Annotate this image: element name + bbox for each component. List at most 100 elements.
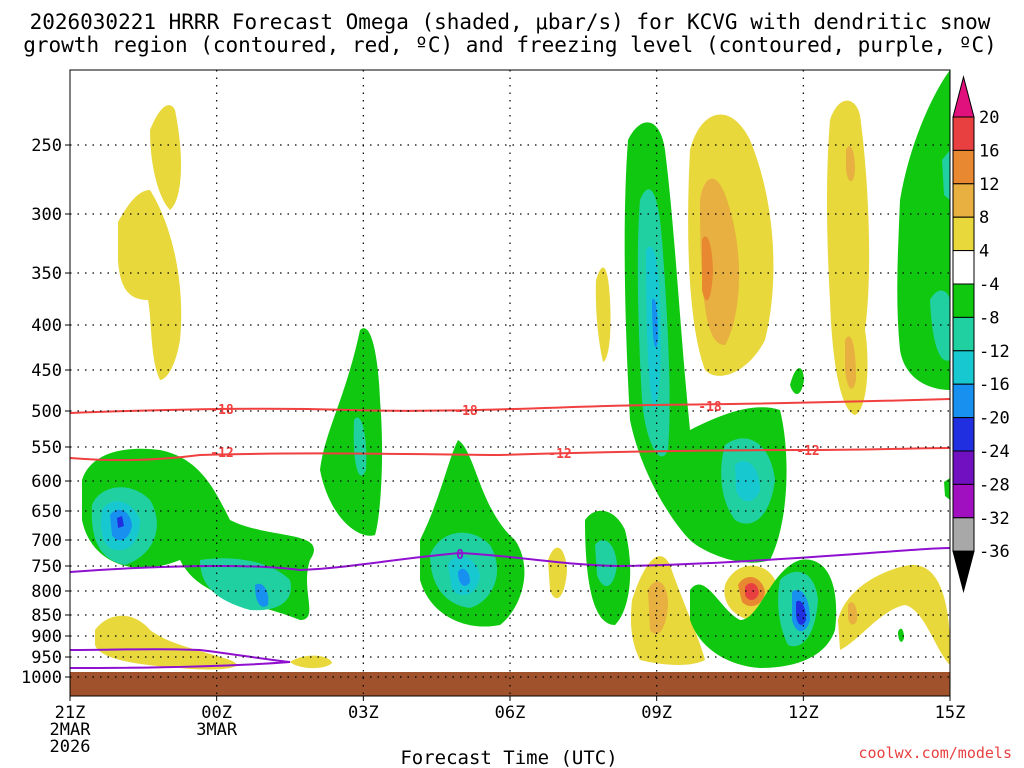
omega-blob-orange [702,236,713,301]
colorbar-segment [952,383,975,419]
y-tick-label: 650 [31,502,62,522]
y-tick-label: 250 [31,136,62,156]
colorbar: 20 16 12 8 4 -4 -8 -12 -16 -20 -24 -28 -32 -36 [952,75,1010,594]
omega-blob-yellow [118,190,182,380]
contour-label-minus12: -12 [796,444,819,459]
x-axis-label: Forecast Time (UTC) [400,747,617,768]
y-tick-label: 950 [31,648,62,668]
y-tick-label: 450 [31,361,62,381]
y-tick-label: 850 [31,606,62,626]
colorbar-label: -12 [979,342,1010,362]
dgz-contours [69,398,951,462]
colorbar-segment [952,450,975,485]
omega-blob-yellow [150,105,182,210]
colorbar-label: -36 [979,542,1010,562]
colorbar-segment [952,250,975,285]
colorbar-segment [952,183,975,218]
colorbar-label: 20 [979,108,999,128]
omega-blob-yellow [548,547,567,599]
colorbar-segment [952,283,975,318]
colorbar-label: 4 [979,242,989,262]
contour-labels: -18 -18 -18 -12 -12 -12 0 [210,400,819,563]
y-tick-label: 700 [31,531,62,551]
colorbar-segment [952,149,975,185]
x-tick-sublabel: 2026 [50,737,91,757]
y-tick-label: 600 [31,472,62,492]
x-tick-label: 12Z [788,703,819,723]
contour-label-minus18: -18 [454,404,478,419]
omega-blob-green [320,328,383,536]
x-tick-label: 21Z [55,703,86,723]
y-tick-labels: 2503003504004505005506006507007508008509… [21,136,62,688]
contour-minus18-line [69,398,951,414]
y-tick-label: 800 [31,582,62,602]
colorbar-label: -24 [979,442,1010,462]
omega-blob-green [944,478,950,500]
colorbar-label: 8 [979,208,989,228]
x-tick-label: 15Z [935,703,966,723]
omega-blob-yellow [630,556,705,665]
omega-blob-yellow [827,100,870,415]
omega-blob-teal [942,150,950,200]
plot-frame [69,69,951,697]
colorbar-segment [952,483,975,519]
colorbar-label: 16 [979,141,999,161]
omega-blob-yellow [290,655,332,669]
x-tick-label: 00Z [201,703,232,723]
colorbar-segment [952,116,975,151]
omega-blob-yellow [95,615,237,670]
chart-title: 2026030221 HRRR Forecast Omega (shaded, … [30,10,991,34]
y-tick-label: 350 [31,264,62,284]
colorbar-segment [952,417,975,452]
omega-blob-yellow [838,564,950,665]
omega-blob-teal [930,290,950,361]
contour-label-minus12: -12 [210,446,233,461]
omega-blob-blue [255,583,269,607]
x-tick-sublabel: 2MAR [50,720,92,740]
colorbar-arrow-top [952,75,975,118]
omega-blob-red [745,583,759,601]
y-tick-label: 300 [31,205,62,225]
contour-zero-line [69,547,951,573]
freezing-contours [69,547,951,669]
omega-blob-dblue [117,516,124,528]
omega-blob-green [898,628,904,642]
credit-text: coolwx.com/models [858,744,1012,762]
colorbar-label: -20 [979,409,1010,429]
contour-minus12-line [69,447,951,462]
contour-zero-lower-line [69,648,291,669]
omega-blob-teal [595,540,617,587]
omega-blob-orange-light [648,581,668,634]
ground-surface [70,672,950,696]
grid-lines [65,70,951,701]
x-tick-sublabel: 3MAR [196,720,238,740]
x-tick-label: 06Z [495,703,526,723]
omega-blob-yellow [595,267,611,362]
omega-blob-orange-light [846,146,855,182]
contour-label-minus18: -18 [210,403,234,418]
colorbar-segment [952,216,975,252]
y-tick-label: 500 [31,402,62,422]
contour-label-minus12: -12 [548,447,571,462]
x-tick-label: 09Z [641,703,672,723]
y-tick-label: 750 [31,557,62,577]
colorbar-label: -28 [979,475,1010,495]
omega-blob-cyan [735,461,760,502]
colorbar-segment [952,517,975,552]
omega-blob-orange-light [845,336,856,389]
colorbar-label: -4 [979,275,999,295]
omega-blob-teal [200,558,291,611]
colorbar-segment [952,316,975,352]
colorbar-arrow-bottom [952,550,975,594]
omega-blob-orange-light [700,178,740,345]
chart-title-line2: growth region (contoured, red, ºC) and f… [23,33,997,57]
colorbar-segment [952,350,975,385]
y-tick-label: 400 [31,316,62,336]
colorbar-label: -32 [979,509,1010,529]
colorbar-label: -8 [979,308,999,328]
contour-label-minus18: -18 [698,400,722,415]
y-tick-label: 1000 [21,668,62,688]
colorbar-label: -16 [979,375,1010,395]
omega-blob-orange-light [848,602,858,625]
